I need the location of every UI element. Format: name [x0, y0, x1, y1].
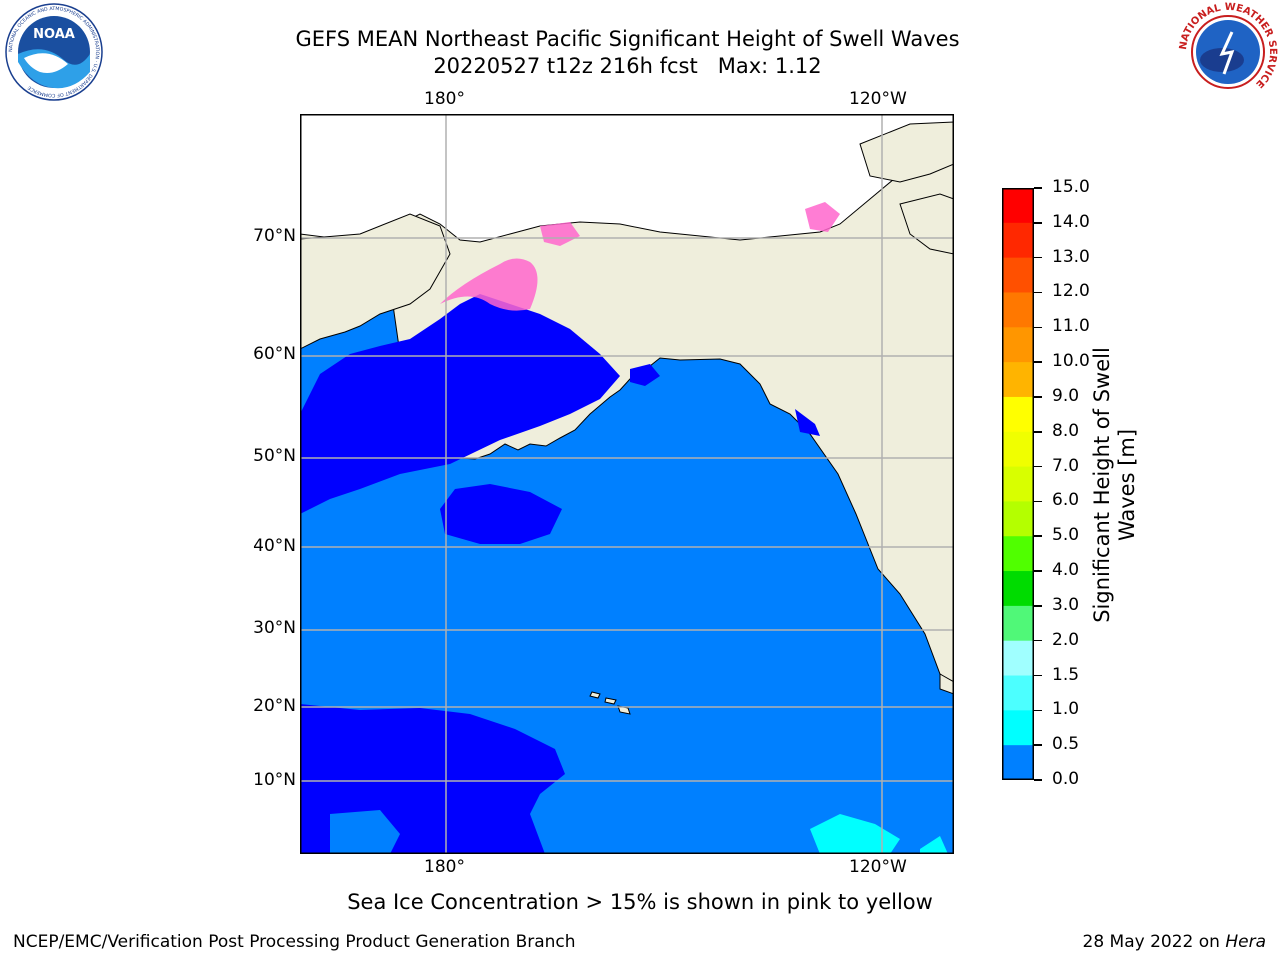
lon-label-top-120w: 120°W [849, 89, 907, 109]
land-mexico [939, 673, 954, 695]
colorbar-segment [1002, 710, 1034, 746]
colorbar-tick-mark [1034, 361, 1042, 363]
colorbar-segment [1002, 745, 1034, 780]
colorbar-tick-label: 8.0 [1052, 420, 1080, 441]
colorbar-segment [1002, 571, 1034, 607]
land-arctic-islands [859, 121, 954, 183]
lat-label-10n: 10°N [253, 770, 296, 790]
colorbar-tick-label: 9.0 [1052, 385, 1080, 406]
map-panel [300, 114, 954, 854]
colorbar-segment [1002, 675, 1034, 711]
colorbar-segment [1002, 222, 1034, 259]
colorbar-tick-label: 4.0 [1052, 560, 1080, 581]
colorbar-tick-label: 5.0 [1052, 525, 1080, 546]
colorbar-tick-mark [1034, 500, 1042, 503]
colorbar-tick-mark [1034, 605, 1042, 607]
colorbar-segment [1002, 431, 1034, 468]
colorbar-tick-label: 1.0 [1052, 699, 1080, 720]
lat-label-30n: 30°N [253, 618, 296, 638]
colorbar-tick-label: 1.5 [1052, 664, 1080, 685]
footer-date-text: 28 May 2022 on [1082, 932, 1226, 952]
colorbar-tick-mark [1034, 326, 1042, 329]
sea-ice-chukchi [540, 222, 580, 246]
colorbar-tick-mark [1034, 570, 1042, 572]
lat-label-60n: 60°N [253, 344, 296, 364]
colorbar-tick-mark [1034, 674, 1042, 677]
north-pacific-low-patch [440, 484, 562, 544]
colorbar-tick-mark [1034, 396, 1042, 398]
sea-ice-note: Sea Ice Concentration > 15% is shown in … [347, 890, 933, 914]
colorbar-segment [1002, 292, 1034, 328]
lat-label-50n: 50°N [253, 446, 296, 466]
cyan-patch-left [920, 836, 948, 854]
title-line-1: GEFS MEAN Northeast Pacific Significant … [295, 27, 960, 51]
land-siberia [300, 213, 451, 350]
colorbar-tick-label: 6.0 [1052, 490, 1080, 511]
lat-label-40n: 40°N [253, 536, 296, 556]
colorbar-segment [1002, 640, 1034, 677]
colorbar-tick-label: 15.0 [1052, 177, 1090, 197]
colorbar-segment [1002, 536, 1034, 572]
map-frame [300, 114, 954, 854]
colorbar-segment [1002, 466, 1034, 502]
colorbar-tick-label: 10.0 [1052, 351, 1090, 372]
gridlines [300, 114, 954, 854]
colorbar-title-line-1: Significant Height of Swell [1090, 347, 1114, 623]
sea-ice-beaufort [805, 202, 840, 232]
colorbar-tick-label: 13.0 [1052, 246, 1090, 267]
footer-date: 28 May 2022 on Hera [1083, 932, 1267, 952]
colorbar-tick-mark [1034, 222, 1042, 224]
colorbar-tick-mark [1034, 535, 1042, 537]
gulf-of-alaska-low [630, 364, 660, 386]
colorbar-tick-mark [1034, 779, 1042, 781]
sea-ice-bering [440, 258, 538, 311]
nws-logo: NATIONAL WEATHER SERVICE [1178, 2, 1278, 100]
cyan-patch-right [810, 814, 900, 854]
colorbar-tick-mark [1034, 465, 1042, 468]
colorbar-title-line-2: Waves [m] [1115, 428, 1139, 542]
colorbar-tick-label: 0.5 [1052, 734, 1080, 755]
colorbar-segment [1002, 501, 1034, 537]
noaa-logo-text: NOAA [33, 27, 75, 42]
colorbar [1002, 188, 1034, 780]
colorbar-tick-label: 14.0 [1052, 211, 1090, 232]
colorbar-segment [1002, 605, 1034, 642]
colorbar-segment [1002, 396, 1034, 433]
colorbar-segment [1002, 188, 1034, 224]
lat-label-70n: 70°N [253, 226, 296, 246]
colorbar-tick-mark [1034, 256, 1042, 259]
colorbar-tick-label: 2.0 [1052, 629, 1080, 650]
coast-low-strip [795, 409, 820, 436]
colorbar-tick-label: 7.0 [1052, 455, 1080, 476]
tropical-mid-patch [330, 810, 400, 854]
title-line-2: 20220527 t12z 216h fcst Max: 1.12 [433, 54, 822, 78]
colorbar-tick-mark [1034, 744, 1042, 746]
colorbar-tick-label: 0.0 [1052, 769, 1080, 789]
colorbar-tick-label: 3.0 [1052, 594, 1080, 615]
colorbar-segment [1002, 327, 1034, 363]
bering-sea-swell [300, 294, 620, 514]
colorbar-tick-label: 12.0 [1052, 281, 1090, 302]
colorbar-segment [1002, 257, 1034, 293]
lat-label-20n: 20°N [253, 696, 296, 716]
noaa-logo: NOAA NATIONAL OCEANIC AND ATMOSPHERIC AD… [5, 3, 103, 101]
colorbar-tick-mark [1034, 639, 1042, 642]
lon-label-bottom-180: 180° [424, 857, 465, 877]
colorbar-segment [1002, 362, 1034, 398]
colorbar-tick-mark [1034, 187, 1042, 189]
chart-title: GEFS MEAN Northeast Pacific Significant … [0, 26, 1255, 80]
colorbar-tick-mark [1034, 431, 1042, 433]
colorbar-tick-mark [1034, 291, 1042, 294]
colorbar-tick-mark [1034, 709, 1042, 712]
colorbar-tick-label: 11.0 [1052, 316, 1090, 337]
lon-label-top-180: 180° [424, 89, 465, 109]
land-arctic-island-2 [899, 193, 954, 255]
footer-host: Hera [1225, 932, 1266, 952]
lon-label-bottom-120w: 120°W [849, 857, 907, 877]
footer-branch: NCEP/EMC/Verification Post Processing Pr… [13, 932, 576, 952]
